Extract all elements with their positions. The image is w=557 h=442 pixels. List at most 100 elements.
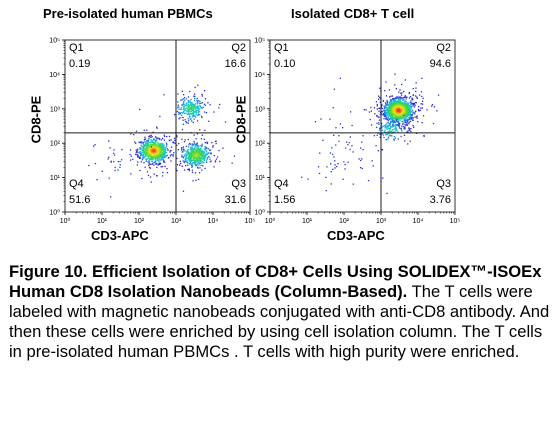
event-dot bbox=[148, 138, 150, 140]
x-tick-label: 10³ bbox=[171, 218, 182, 225]
event-dot bbox=[384, 90, 386, 92]
quadrant-percentage: 16.6 bbox=[225, 58, 246, 70]
event-dot bbox=[205, 155, 207, 157]
event-dot bbox=[330, 171, 332, 173]
x-tick-label: 10¹ bbox=[302, 218, 313, 225]
event-dot bbox=[397, 109, 400, 111]
event-dot bbox=[187, 103, 189, 105]
event-dot bbox=[200, 154, 202, 156]
event-dot bbox=[332, 153, 334, 155]
event-dot bbox=[119, 166, 121, 168]
event-dot bbox=[347, 144, 349, 146]
event-dot bbox=[200, 107, 202, 109]
event-dot bbox=[163, 156, 165, 158]
event-dot bbox=[184, 139, 186, 141]
event-dot bbox=[391, 121, 394, 123]
event-dot bbox=[155, 136, 157, 139]
event-dot bbox=[199, 154, 201, 156]
event-dot bbox=[406, 115, 408, 117]
event-dot bbox=[193, 106, 195, 108]
event-dot bbox=[421, 122, 423, 124]
event-dot bbox=[406, 110, 408, 112]
x-tick-label: 10² bbox=[134, 218, 145, 225]
event-dot bbox=[114, 166, 116, 169]
event-dot bbox=[195, 154, 198, 157]
event-dot bbox=[190, 107, 193, 110]
y-tick-label: 10⁰ bbox=[254, 209, 265, 217]
event-dot bbox=[181, 114, 183, 116]
event-dot bbox=[201, 153, 203, 155]
event-dot bbox=[193, 147, 195, 149]
event-dot bbox=[137, 151, 139, 153]
event-dot bbox=[152, 158, 154, 160]
event-dot bbox=[199, 162, 202, 164]
event-dot bbox=[408, 127, 410, 129]
event-dot bbox=[146, 171, 149, 173]
event-dot bbox=[382, 125, 384, 128]
event-dot bbox=[163, 151, 165, 153]
event-dot bbox=[407, 121, 409, 123]
event-dot bbox=[153, 173, 155, 175]
event-dot bbox=[182, 103, 184, 105]
event-dot bbox=[198, 149, 200, 151]
event-dot bbox=[399, 127, 401, 129]
event-dot bbox=[192, 121, 194, 124]
event-dot bbox=[388, 135, 390, 137]
event-dot bbox=[391, 118, 393, 120]
event-dot bbox=[339, 123, 342, 125]
event-dot bbox=[393, 139, 395, 141]
event-dot bbox=[195, 154, 197, 156]
event-dot bbox=[136, 150, 138, 153]
event-dot bbox=[152, 152, 154, 154]
event-dot bbox=[151, 154, 153, 156]
event-dot bbox=[389, 112, 391, 114]
event-dot bbox=[166, 154, 168, 157]
event-dot bbox=[141, 141, 143, 143]
event-dot bbox=[378, 98, 380, 100]
event-dot bbox=[405, 107, 408, 109]
event-dot bbox=[189, 161, 191, 163]
event-dot bbox=[109, 147, 111, 149]
event-dot bbox=[200, 138, 203, 140]
event-dot bbox=[189, 108, 192, 110]
event-dot bbox=[409, 140, 411, 142]
event-dot bbox=[392, 126, 394, 128]
event-dot bbox=[187, 96, 190, 98]
event-dot bbox=[388, 101, 391, 104]
event-dot bbox=[195, 103, 197, 105]
event-dot bbox=[398, 122, 400, 124]
event-dot bbox=[159, 138, 161, 140]
event-dot bbox=[188, 168, 190, 170]
event-dot bbox=[196, 152, 199, 154]
event-dot bbox=[192, 108, 194, 110]
event-dot bbox=[156, 127, 158, 129]
event-dot bbox=[381, 104, 383, 107]
event-dot bbox=[135, 130, 138, 132]
event-dot bbox=[404, 116, 407, 118]
event-dot bbox=[416, 96, 418, 98]
event-dot bbox=[199, 148, 202, 151]
event-dot bbox=[418, 94, 421, 96]
event-dot bbox=[388, 124, 391, 126]
event-dot bbox=[191, 154, 194, 156]
event-dot bbox=[146, 158, 148, 160]
event-dot bbox=[190, 152, 192, 155]
quadrant-percentage: 3.76 bbox=[430, 194, 451, 206]
event-dot bbox=[134, 153, 137, 155]
event-dot bbox=[346, 141, 348, 143]
event-dot bbox=[108, 140, 110, 142]
event-dot bbox=[186, 113, 189, 115]
event-dot bbox=[141, 142, 143, 144]
event-dot bbox=[389, 104, 391, 106]
event-dot bbox=[208, 152, 210, 154]
event-dot bbox=[394, 99, 396, 101]
event-dot bbox=[386, 109, 388, 112]
event-dot bbox=[203, 159, 205, 161]
event-dot bbox=[152, 144, 154, 146]
event-dot bbox=[421, 77, 423, 79]
event-dot bbox=[166, 168, 168, 170]
event-dot bbox=[387, 136, 390, 139]
event-dot bbox=[215, 140, 217, 142]
event-dot bbox=[417, 121, 419, 123]
event-dot bbox=[301, 176, 303, 178]
